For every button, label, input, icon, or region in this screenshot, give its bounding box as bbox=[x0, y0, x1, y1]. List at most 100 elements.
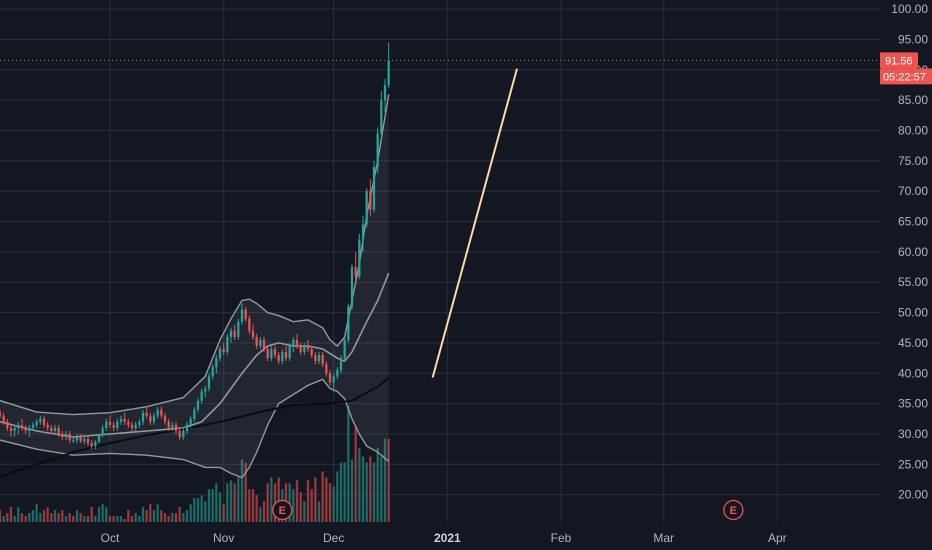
earnings-marker: E bbox=[272, 499, 293, 521]
candle bbox=[222, 342, 225, 356]
candle bbox=[0, 409, 2, 419]
volume-bar bbox=[134, 513, 137, 522]
candle-body bbox=[350, 267, 354, 307]
earnings-marker-circle bbox=[272, 499, 293, 521]
volume-bar bbox=[31, 510, 35, 522]
candle bbox=[127, 418, 130, 428]
candle bbox=[145, 406, 148, 419]
candle-body bbox=[347, 306, 350, 340]
candle bbox=[20, 418, 24, 431]
volume-bar bbox=[372, 462, 376, 522]
candle-body bbox=[119, 418, 123, 422]
volume-bar bbox=[2, 516, 5, 522]
time-tick-label: Mar bbox=[653, 531, 674, 545]
candle-body bbox=[343, 339, 346, 359]
volume-bar bbox=[53, 510, 57, 522]
time-tick-label: Nov bbox=[213, 531, 234, 545]
candle-body bbox=[134, 424, 137, 428]
candle-body bbox=[288, 345, 291, 359]
candle bbox=[79, 433, 82, 444]
volume-bar bbox=[339, 462, 343, 522]
volume-bar bbox=[361, 456, 365, 522]
candle bbox=[53, 424, 57, 434]
candle bbox=[178, 427, 181, 441]
volume-bar bbox=[149, 504, 152, 522]
candle-body bbox=[108, 421, 112, 425]
candle-body bbox=[310, 349, 313, 356]
candle bbox=[9, 424, 13, 438]
candle bbox=[248, 315, 251, 334]
candle bbox=[189, 415, 192, 428]
candle-body bbox=[193, 409, 196, 419]
candle-body bbox=[383, 84, 387, 101]
last-price-value: 91.56 bbox=[885, 55, 913, 67]
candle bbox=[295, 333, 299, 350]
candle-body bbox=[0, 412, 2, 416]
candle-body bbox=[365, 191, 368, 225]
candle-body bbox=[138, 421, 141, 425]
volume-bar bbox=[167, 516, 170, 522]
volume-bar bbox=[376, 447, 379, 522]
volume-bar bbox=[196, 498, 200, 522]
candle bbox=[13, 424, 16, 438]
volume-bar bbox=[328, 483, 332, 522]
volume-bar bbox=[332, 486, 335, 522]
price-tick-label: 80.00 bbox=[898, 124, 928, 138]
candle-body bbox=[53, 427, 57, 431]
candle bbox=[255, 333, 258, 350]
earnings-marker-label: E bbox=[279, 505, 286, 517]
volume-bar bbox=[266, 483, 269, 522]
volume-bar bbox=[383, 438, 387, 522]
volume-bar bbox=[259, 507, 262, 522]
time-tick-label: Apr bbox=[768, 531, 787, 545]
candle bbox=[83, 437, 86, 445]
candle bbox=[251, 324, 255, 340]
bar-countdown-value: 05:22:57 bbox=[883, 71, 926, 83]
candle-body bbox=[387, 60, 390, 85]
price-tick-label: 45.00 bbox=[898, 336, 928, 350]
candle bbox=[134, 421, 137, 431]
candle-body bbox=[295, 339, 299, 346]
candle-body bbox=[83, 438, 86, 442]
candle-body bbox=[306, 345, 310, 350]
candle-body bbox=[189, 418, 192, 425]
volume-bar bbox=[42, 510, 46, 522]
volume-bar bbox=[218, 492, 222, 522]
candle-body bbox=[204, 388, 207, 392]
candle-body bbox=[262, 339, 266, 350]
candle bbox=[226, 333, 229, 356]
volume-bar bbox=[105, 507, 108, 522]
volume-bar bbox=[156, 504, 159, 522]
candle bbox=[174, 421, 178, 434]
earnings-marker-circle bbox=[723, 499, 744, 521]
candle-body bbox=[218, 349, 222, 359]
volume-bar bbox=[262, 501, 266, 522]
candle-body bbox=[336, 370, 339, 377]
candle-body bbox=[332, 376, 335, 383]
candle bbox=[383, 78, 387, 113]
candle bbox=[288, 342, 291, 362]
candle-body bbox=[248, 318, 251, 331]
volume-bar bbox=[233, 483, 236, 522]
candle-body bbox=[207, 376, 211, 389]
volume-bar bbox=[138, 516, 141, 522]
candle bbox=[332, 373, 335, 392]
volume-bar bbox=[171, 513, 174, 522]
volume-bar bbox=[207, 489, 211, 522]
candle bbox=[259, 336, 262, 350]
candle-body bbox=[233, 330, 236, 337]
time-axis[interactable]: Oct Nov Dec 2021 Feb Mar Apr bbox=[0, 522, 932, 550]
candle-body bbox=[182, 430, 185, 438]
volume-bar bbox=[204, 501, 207, 522]
volume-bar bbox=[277, 477, 280, 522]
candle bbox=[24, 424, 27, 434]
volume-bar bbox=[13, 516, 16, 522]
candle-body bbox=[64, 433, 68, 438]
candle bbox=[376, 127, 379, 173]
volume-bar bbox=[127, 510, 130, 522]
candle bbox=[35, 418, 38, 428]
candle-body bbox=[266, 349, 269, 359]
price-tick-label: 30.00 bbox=[898, 427, 928, 441]
long-moving-average-line bbox=[0, 376, 390, 478]
